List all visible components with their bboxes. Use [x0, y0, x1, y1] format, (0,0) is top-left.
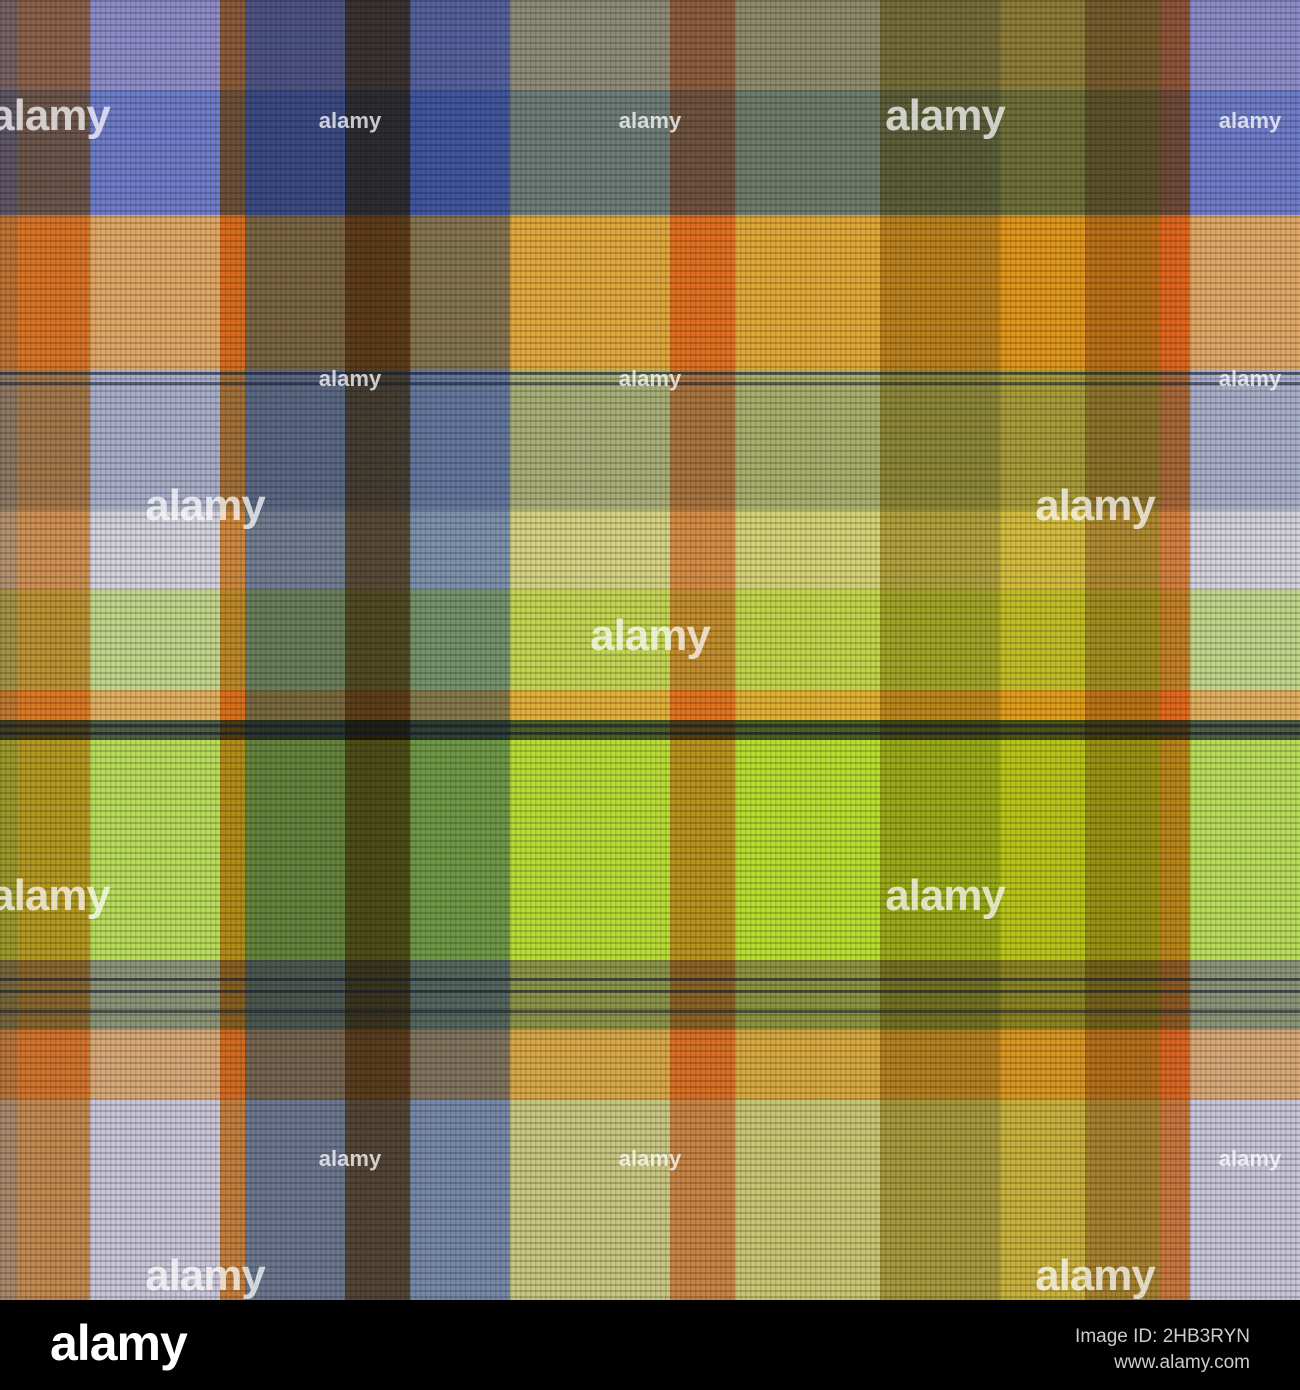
watermark-mark: alamy	[619, 108, 682, 133]
watermark-mark: alamy	[1219, 108, 1282, 133]
watermark: alamy	[1035, 1251, 1156, 1300]
watermark-mark: alamy	[1219, 1146, 1282, 1171]
line	[0, 978, 1300, 981]
watermark: alamy	[885, 871, 1006, 920]
watermark: alamy	[145, 481, 266, 530]
watermark-mark: alamy	[319, 108, 382, 133]
line	[0, 732, 1300, 735]
watermark-mark: alamy	[319, 1146, 382, 1171]
line	[0, 990, 1300, 993]
watermark: alamy	[590, 611, 711, 660]
watermark: alamy	[1035, 481, 1156, 530]
plaid-image: alamy alamy alamy alamy alamy alamy alamy alamy…	[0, 0, 1300, 1300]
line	[0, 372, 1300, 375]
watermark-mark: alamy	[1219, 366, 1282, 391]
watermark: alamy	[0, 91, 111, 140]
line	[0, 724, 1300, 727]
watermark: alamy	[145, 1251, 266, 1300]
footer-logo: alamy	[50, 1315, 188, 1371]
line	[0, 382, 1300, 385]
watermark: alamy	[0, 871, 111, 920]
watermark-mark: alamy	[319, 366, 382, 391]
dark-lines	[0, 372, 1300, 1013]
line	[0, 1010, 1300, 1013]
footer-meta: Image ID: 2HB3RYN www.alamy.com	[1075, 1324, 1250, 1376]
watermark-mark: alamy	[619, 1146, 682, 1171]
footer-url: www.alamy.com	[1114, 1352, 1250, 1373]
footer: alamy Image ID: 2HB3RYN www.alamy.com	[0, 1300, 1300, 1390]
weave-texture	[0, 0, 1300, 1300]
image-id: Image ID: 2HB3RYN	[1075, 1326, 1250, 1347]
watermark: alamy	[885, 91, 1006, 140]
watermarks: alamy alamy alamy alamy alamy alamy alamy alamy…	[0, 91, 1282, 1300]
watermark-mark: alamy	[619, 366, 682, 391]
